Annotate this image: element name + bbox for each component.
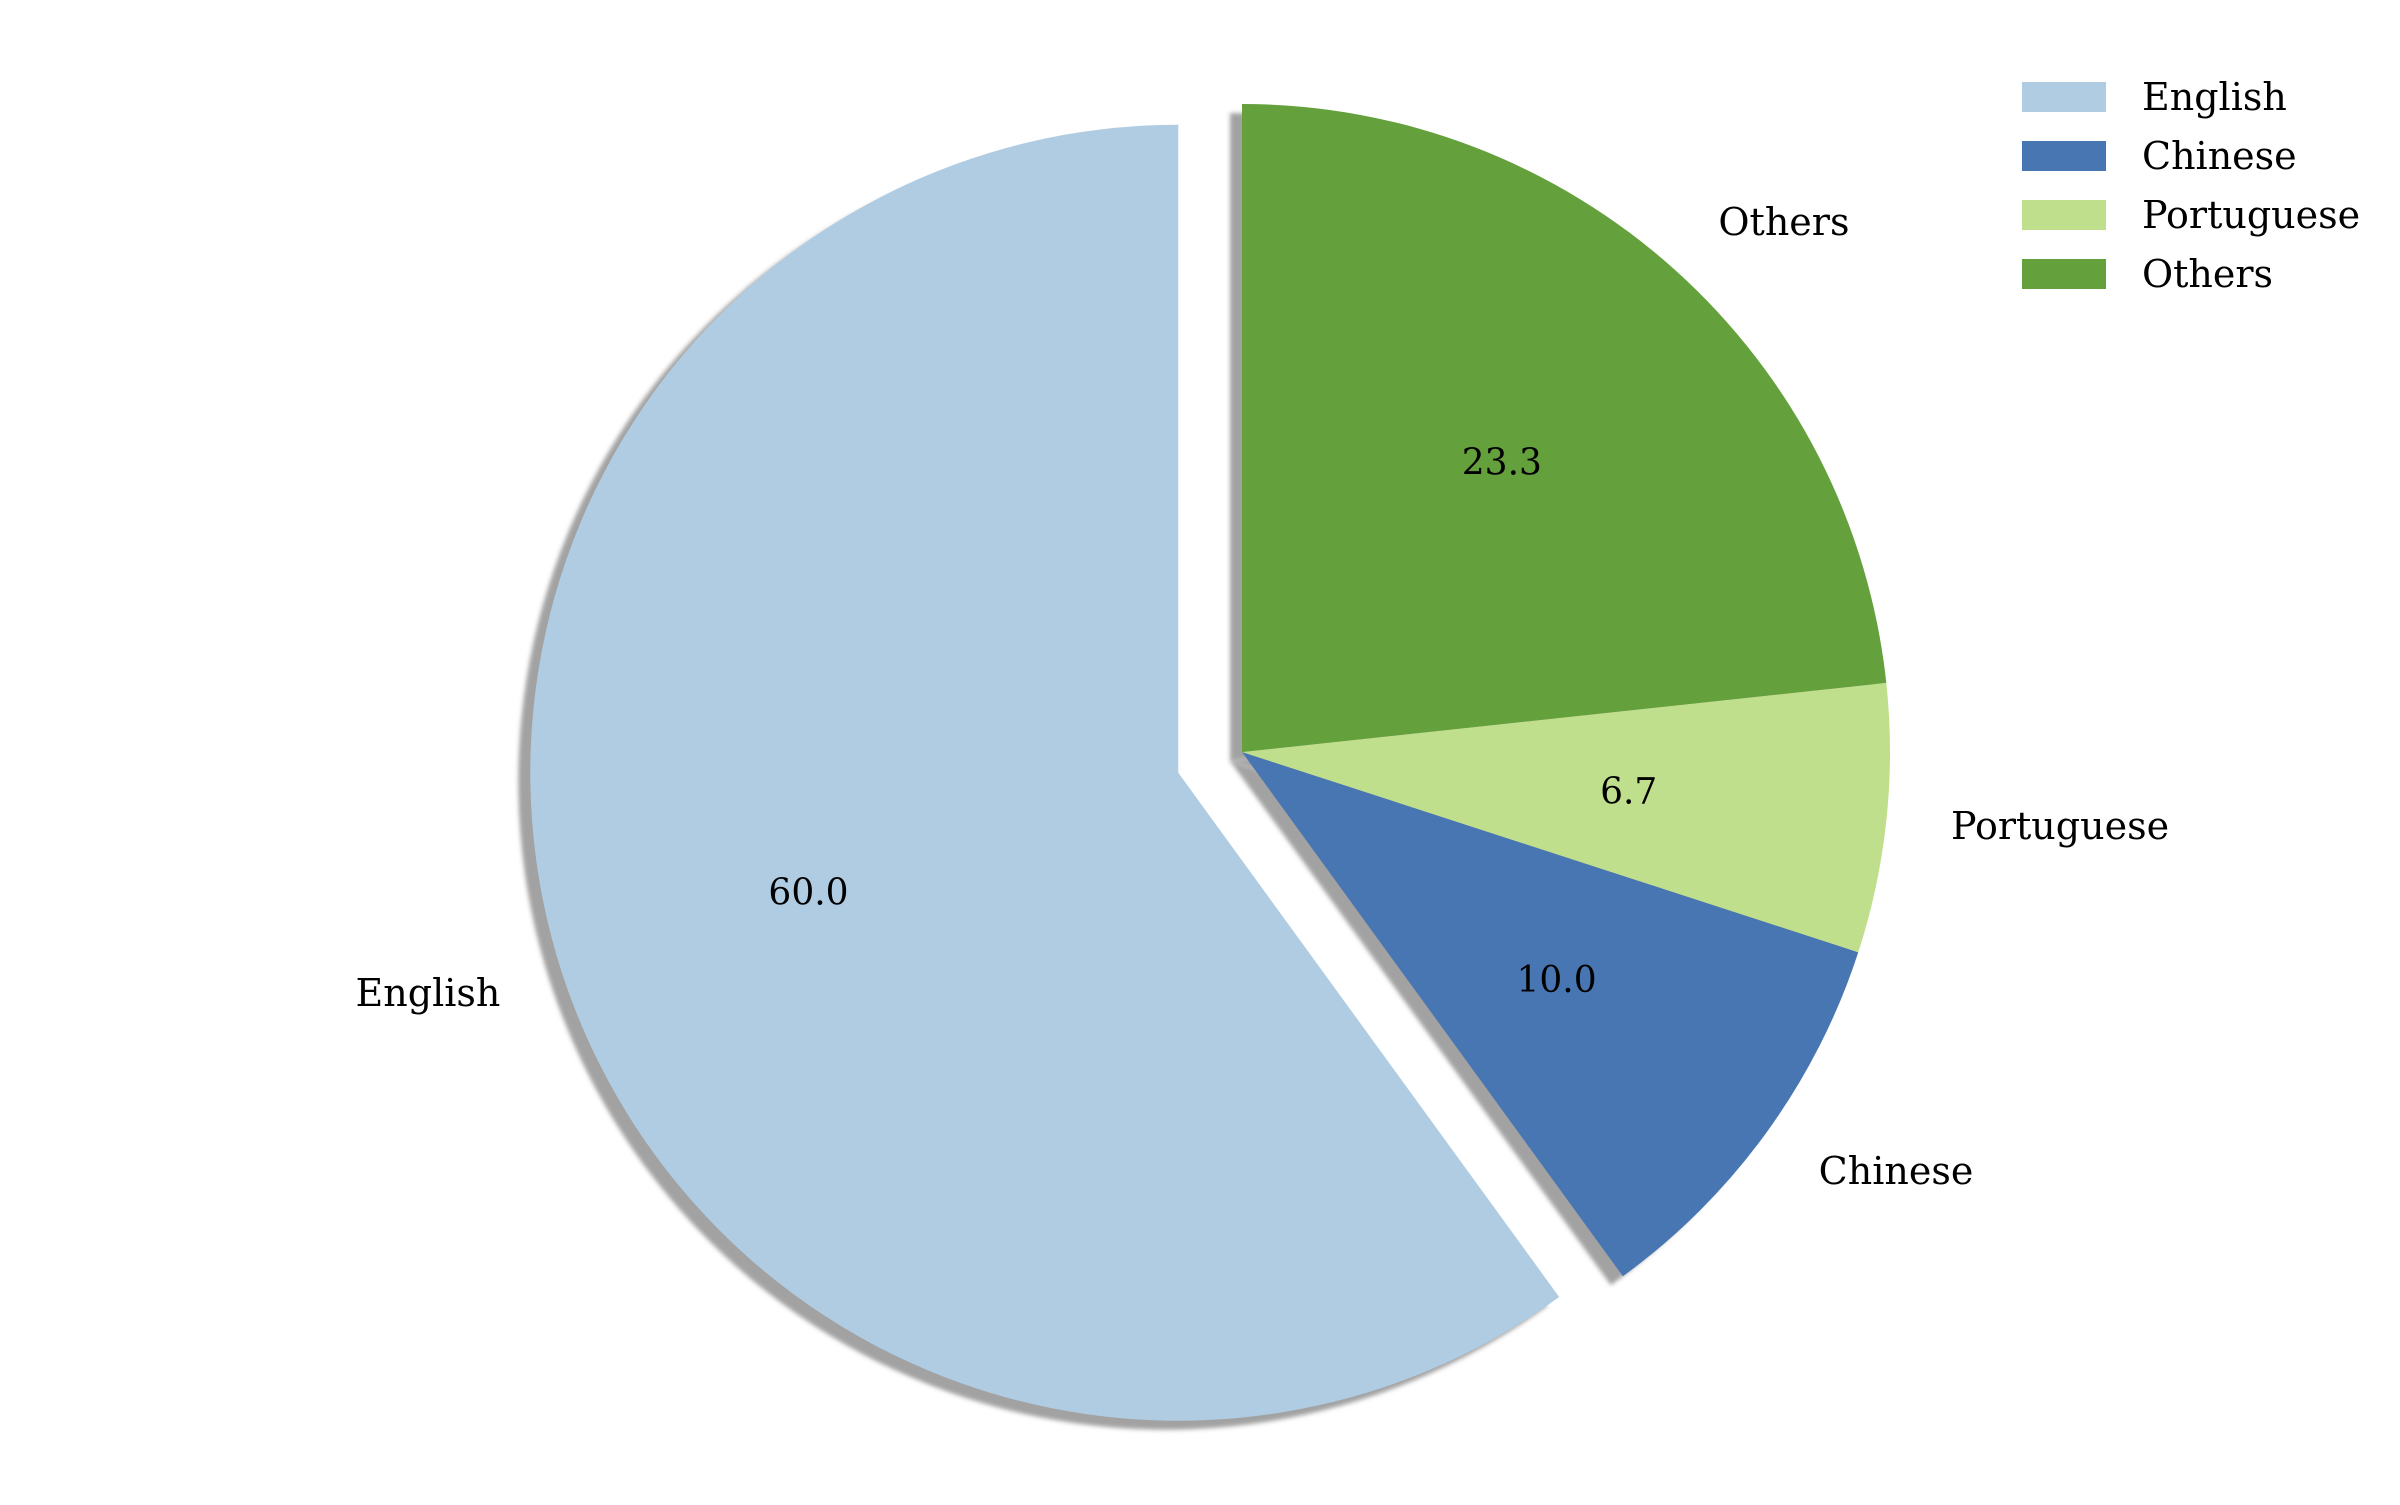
legend-label-portuguese: Portuguese <box>2142 193 2360 237</box>
slice-label-english: English <box>356 971 501 1015</box>
legend-swatch-english <box>2022 82 2106 112</box>
slice-label-chinese: Chinese <box>1819 1149 1974 1193</box>
slice-value-portuguese: 6.7 <box>1600 772 1657 813</box>
legend: English Chinese Portuguese Others <box>2022 75 2360 296</box>
pie-slice-others <box>1242 104 1887 752</box>
legend-swatch-portuguese <box>2022 200 2106 230</box>
pie-slice-english <box>530 124 1560 1421</box>
legend-label-others: Others <box>2142 252 2273 296</box>
pie-slice-portuguese <box>1242 682 1890 953</box>
slice-label-others: Others <box>1718 200 1849 244</box>
slice-value-others: 23.3 <box>1462 442 1542 483</box>
legend-label-chinese: Chinese <box>2142 134 2297 178</box>
slices <box>530 104 1890 1421</box>
legend-label-english: English <box>2142 75 2287 119</box>
legend-swatch-chinese <box>2022 141 2106 171</box>
slice-labels: English 60.0 Chinese 10.0 Portuguese 6.7 Other… <box>356 200 2170 1193</box>
slice-label-portuguese: Portuguese <box>1951 804 2169 848</box>
legend-swatch-others <box>2022 259 2106 289</box>
pie-slice-chinese <box>1242 752 1859 1277</box>
slice-value-chinese: 10.0 <box>1516 960 1596 1001</box>
slice-value-english: 60.0 <box>768 872 848 913</box>
